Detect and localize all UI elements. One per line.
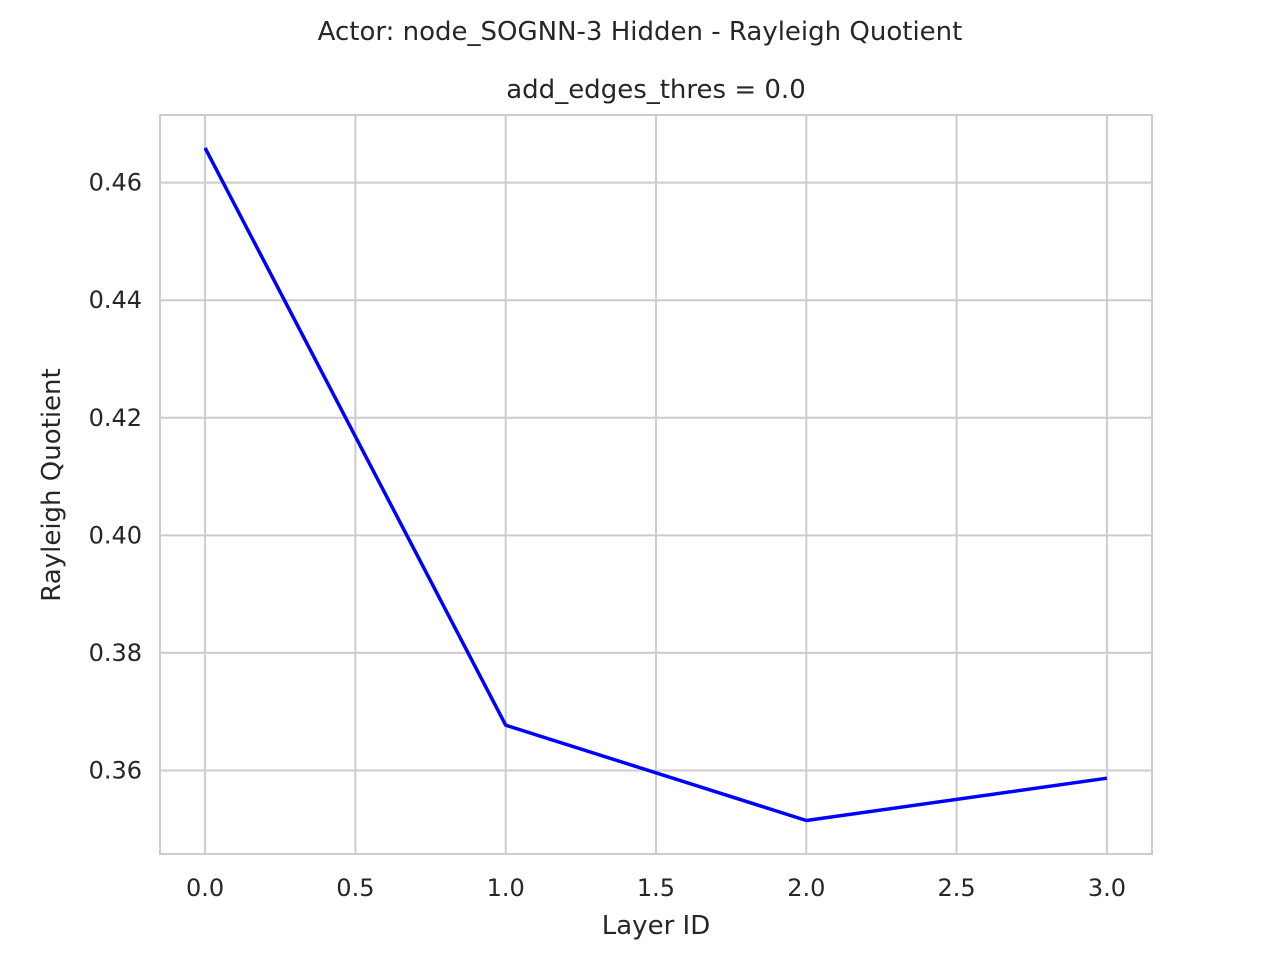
y-tick-label: 0.42 bbox=[89, 404, 142, 432]
y-tick-label: 0.36 bbox=[89, 757, 142, 785]
x-tick-label: 0.0 bbox=[186, 874, 224, 902]
x-tick-label: 0.5 bbox=[336, 874, 374, 902]
x-tick-label: 3.0 bbox=[1088, 874, 1126, 902]
x-tick-label: 2.0 bbox=[787, 874, 825, 902]
series-line-0 bbox=[203, 147, 1108, 823]
series-layer bbox=[203, 147, 1108, 823]
y-tick-label: 0.40 bbox=[89, 521, 142, 549]
x-tick-label: 2.5 bbox=[938, 874, 976, 902]
y-tick-label: 0.44 bbox=[89, 286, 142, 314]
x-tick-label: 1.5 bbox=[637, 874, 675, 902]
chart-title: add_edges_thres = 0.0 bbox=[506, 75, 805, 105]
grid-lines bbox=[160, 115, 1152, 854]
y-tick-label: 0.38 bbox=[89, 639, 142, 667]
x-axis-label: Layer ID bbox=[602, 911, 710, 941]
figure-suptitle: Actor: node_SOGNN-3 Hidden - Rayleigh Qu… bbox=[318, 17, 963, 47]
x-axis-ticks: 0.0 0.5 1.0 1.5 2.0 2.5 3.0 bbox=[186, 874, 1126, 902]
y-axis-ticks: 0.36 0.38 0.40 0.42 0.44 0.46 bbox=[89, 169, 142, 785]
y-tick-label: 0.46 bbox=[89, 169, 142, 197]
plot-area-frame bbox=[159, 114, 1153, 855]
x-tick-label: 1.0 bbox=[487, 874, 525, 902]
y-axis-label: Rayleigh Quotient bbox=[37, 368, 67, 601]
